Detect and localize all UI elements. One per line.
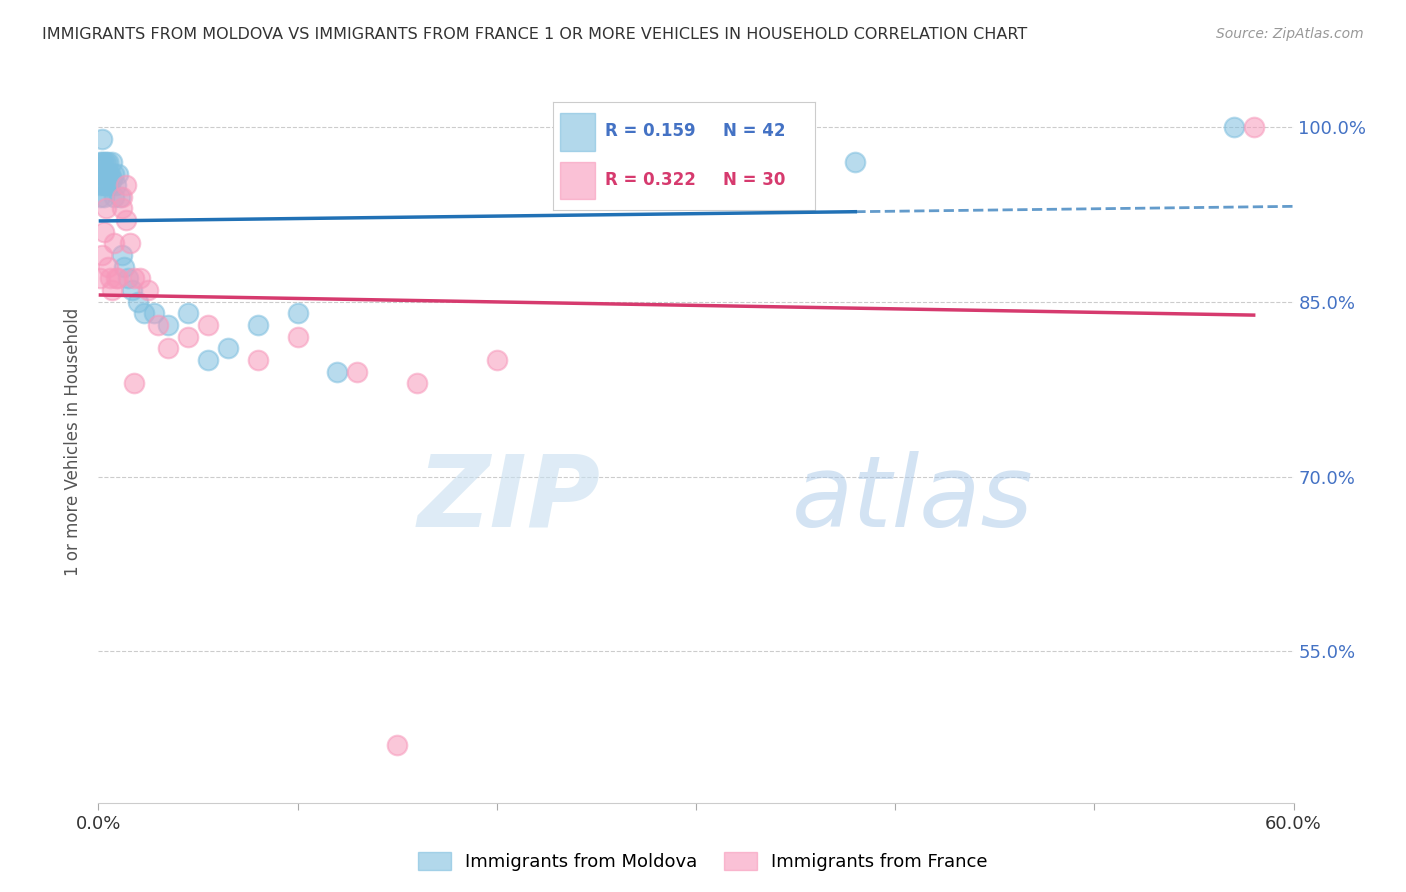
- Point: [246, 353, 269, 368]
- Point: [97, 154, 120, 169]
- Text: ZIP: ZIP: [418, 450, 600, 548]
- Point: [112, 260, 135, 274]
- Point: [136, 283, 159, 297]
- Point: [485, 353, 508, 368]
- Point: [157, 318, 180, 332]
- Point: [89, 271, 111, 285]
- Text: atlas: atlas: [792, 450, 1033, 548]
- Point: [197, 353, 219, 368]
- Legend: Immigrants from Moldova, Immigrants from France: Immigrants from Moldova, Immigrants from…: [411, 845, 995, 879]
- Point: [129, 271, 152, 285]
- Point: [89, 154, 111, 169]
- Point: [93, 167, 115, 181]
- Point: [197, 318, 219, 332]
- Point: [91, 167, 114, 181]
- Point: [97, 260, 120, 274]
- Point: [111, 248, 134, 262]
- Point: [115, 213, 138, 227]
- Point: [91, 248, 114, 262]
- Point: [124, 376, 146, 391]
- Point: [287, 306, 309, 320]
- Point: [134, 306, 156, 320]
- Point: [101, 154, 124, 169]
- Point: [93, 154, 115, 169]
- Point: [107, 271, 129, 285]
- Point: [93, 190, 115, 204]
- Point: [406, 376, 429, 391]
- Point: [91, 131, 114, 145]
- Point: [98, 271, 122, 285]
- Point: [98, 167, 122, 181]
- Point: [93, 178, 115, 193]
- Text: Source: ZipAtlas.com: Source: ZipAtlas.com: [1216, 27, 1364, 41]
- Point: [103, 167, 125, 181]
- Point: [96, 167, 118, 181]
- Point: [97, 167, 120, 181]
- Point: [91, 154, 114, 169]
- Point: [117, 271, 139, 285]
- Point: [127, 294, 149, 309]
- Point: [111, 190, 134, 204]
- Point: [103, 236, 125, 251]
- Point: [157, 341, 180, 355]
- Point: [177, 306, 200, 320]
- Point: [246, 318, 269, 332]
- Point: [93, 225, 115, 239]
- Point: [177, 329, 200, 343]
- Point: [111, 202, 134, 216]
- Point: [89, 167, 111, 181]
- Point: [121, 283, 143, 297]
- Point: [96, 154, 118, 169]
- Text: IMMIGRANTS FROM MOLDOVA VS IMMIGRANTS FROM FRANCE 1 OR MORE VEHICLES IN HOUSEHOL: IMMIGRANTS FROM MOLDOVA VS IMMIGRANTS FR…: [42, 27, 1028, 42]
- Point: [346, 365, 368, 379]
- Point: [120, 236, 142, 251]
- Point: [115, 178, 138, 193]
- Point: [98, 178, 122, 193]
- Point: [110, 190, 132, 204]
- Point: [101, 283, 124, 297]
- Point: [89, 190, 111, 204]
- Point: [385, 738, 409, 752]
- Point: [148, 318, 170, 332]
- Point: [101, 172, 124, 186]
- Y-axis label: 1 or more Vehicles in Household: 1 or more Vehicles in Household: [65, 308, 83, 575]
- Point: [105, 271, 128, 285]
- Point: [326, 365, 349, 379]
- Point: [1223, 120, 1246, 134]
- Point: [96, 178, 118, 193]
- Point: [103, 190, 125, 204]
- Point: [217, 341, 239, 355]
- Point: [96, 202, 118, 216]
- Point: [97, 178, 120, 193]
- Point: [107, 167, 129, 181]
- Point: [105, 178, 128, 193]
- Point: [89, 178, 111, 193]
- Point: [844, 154, 866, 169]
- Point: [1243, 120, 1265, 134]
- Point: [143, 306, 166, 320]
- Point: [124, 271, 146, 285]
- Point: [287, 329, 309, 343]
